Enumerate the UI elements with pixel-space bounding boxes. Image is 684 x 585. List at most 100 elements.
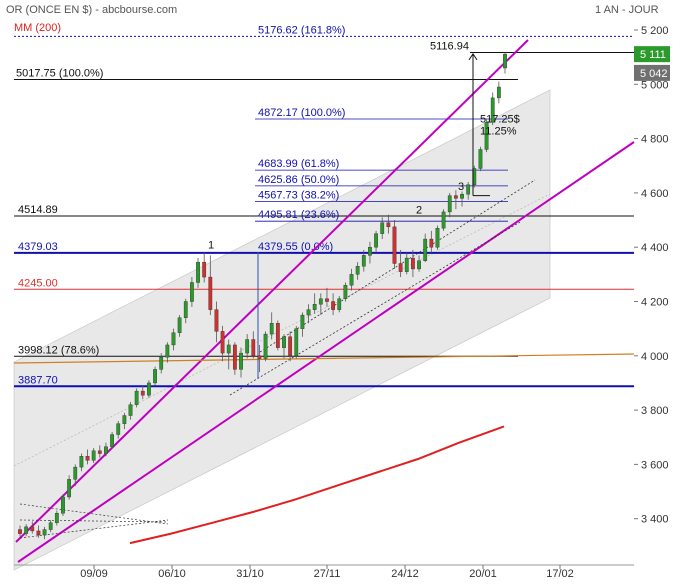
candle <box>368 241 372 264</box>
triangle-top-line <box>19 519 169 523</box>
secondary-price-badge <box>634 64 670 81</box>
candle <box>208 255 213 316</box>
candle-body <box>79 456 84 468</box>
candle <box>97 445 102 458</box>
candle-body <box>368 246 372 256</box>
level-label: 4245.00 <box>18 277 58 289</box>
candle <box>423 233 428 263</box>
candle-body <box>85 456 90 461</box>
candle-body <box>294 328 299 356</box>
candle <box>355 262 360 280</box>
last-price-label: 5 111 <box>640 49 666 61</box>
candle-body <box>147 382 151 396</box>
y-tick-label: 4 200 <box>641 297 669 309</box>
level-label: 4495.81 (23.6%) <box>258 209 339 221</box>
candle-body <box>435 227 440 248</box>
candlesticks <box>18 52 507 540</box>
candle <box>466 182 471 200</box>
candle <box>380 217 385 240</box>
candle <box>337 296 342 313</box>
y-tick-label: 3 400 <box>641 514 669 526</box>
candle <box>110 431 114 449</box>
candle-body <box>496 86 501 99</box>
candle-body <box>361 255 366 267</box>
candle <box>196 258 200 288</box>
candle-body <box>318 298 323 305</box>
level-label: 4514.89 <box>18 204 58 216</box>
y-tick-label: 3 800 <box>641 405 669 417</box>
candle-body <box>325 298 329 302</box>
candle <box>36 525 41 538</box>
candle-body <box>331 301 335 310</box>
x-tick-label: 17/02 <box>546 568 574 580</box>
candle <box>331 293 335 316</box>
candle <box>122 412 127 430</box>
candle-body <box>54 513 59 523</box>
candle <box>165 342 170 363</box>
candle <box>79 453 84 472</box>
moving-average-200 <box>129 425 505 545</box>
wave-label: 3 <box>458 181 464 193</box>
candle-body <box>116 423 121 435</box>
candle-body <box>337 298 342 310</box>
candle-body <box>343 285 348 299</box>
channel-top-line <box>15 39 529 543</box>
candle-body <box>466 184 471 195</box>
candle <box>490 92 495 126</box>
candle <box>61 494 65 516</box>
candle <box>392 220 397 269</box>
candle <box>251 331 256 359</box>
candle-body <box>417 260 421 270</box>
candle <box>374 230 378 253</box>
candle <box>159 353 164 374</box>
long-term-trend-line <box>13 353 635 364</box>
candle <box>220 325 225 362</box>
candle <box>312 293 317 314</box>
wave-label: 1 <box>208 240 214 252</box>
candle-body <box>171 332 176 346</box>
candle <box>404 252 409 275</box>
candle <box>232 342 237 375</box>
candle-body <box>453 195 458 199</box>
candle-body <box>202 261 207 278</box>
candle <box>411 249 415 278</box>
candle <box>245 334 250 359</box>
candle-body <box>269 323 274 335</box>
candle-body <box>104 446 108 454</box>
candle <box>85 449 90 465</box>
candle <box>496 81 501 104</box>
candle-body <box>300 314 305 329</box>
x-tick-label: 27/11 <box>314 568 341 580</box>
candle <box>318 293 323 316</box>
candle <box>417 255 421 272</box>
candle <box>91 448 96 464</box>
annotations: 517.25$11.25% 1 2 3 <box>208 52 520 252</box>
candle <box>435 225 440 250</box>
ma-line <box>129 425 505 545</box>
level-label: 3998.12 (78.6%) <box>18 344 99 356</box>
candle <box>325 287 329 307</box>
gain-value-label: 517.25$ <box>480 113 520 125</box>
candle-body <box>398 263 403 272</box>
candle-body <box>214 309 219 332</box>
candle <box>398 249 403 278</box>
candle-body <box>386 222 391 228</box>
candle-body <box>73 466 78 480</box>
candle-body <box>128 404 133 416</box>
candle <box>263 331 268 362</box>
candle-body <box>288 336 293 357</box>
y-tick-label: 4 600 <box>641 188 669 200</box>
candle-body <box>490 97 495 123</box>
candle <box>343 282 348 302</box>
level-label: 4379.03 <box>18 241 58 253</box>
candle <box>503 52 507 74</box>
candle <box>202 252 207 283</box>
last-price-badge <box>634 46 670 63</box>
candle-body <box>263 333 268 359</box>
candle-body <box>257 355 262 359</box>
candle-body <box>312 304 317 310</box>
axes: 5 200 5 000 4 800 4 600 4 400 4 200 4 000 3 800… <box>14 25 670 580</box>
triangle-mid-line <box>19 503 169 525</box>
period-label: 1 AN - JOUR <box>595 4 659 16</box>
